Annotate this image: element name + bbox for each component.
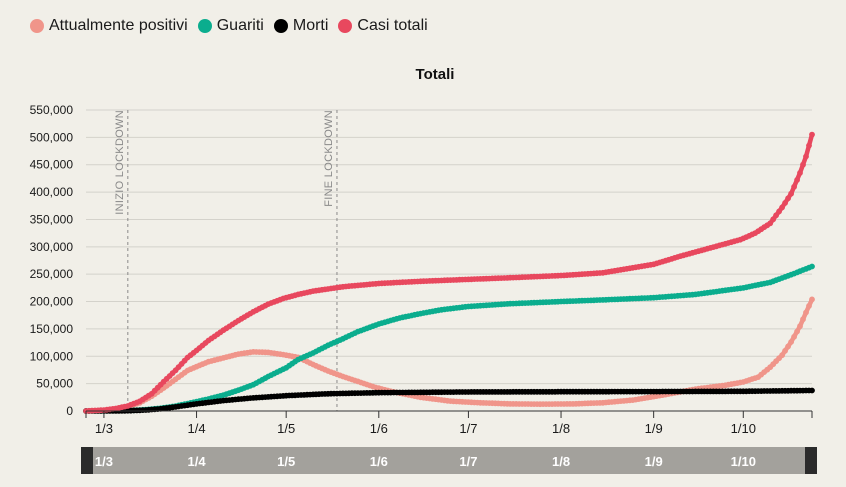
data-point [788,339,794,345]
legend-dot-icon [273,19,288,33]
navigator-label: 1/9 [645,454,663,469]
data-point [803,309,809,316]
navigator-handle-left[interactable] [81,447,93,474]
navigator-label: 1/7 [459,454,477,469]
navigator-label: 1/10 [731,454,756,469]
legend-dot-icon [30,19,44,33]
legend-item-morti[interactable]: Morti [273,17,329,35]
data-point [809,131,815,138]
y-tick-label: 50,000 [36,377,73,391]
y-axis: 0 50,000 100,000 150,000 200,000 250,000 300,0… [30,103,74,418]
x-tick-label: 1/10 [731,421,756,436]
y-tick-label: 200,000 [30,295,74,309]
data-point [809,296,815,303]
navigator-handle-right[interactable] [805,447,817,474]
y-tick-label: 150,000 [30,322,74,336]
data-point [794,177,800,183]
legend-dot-icon [197,19,212,33]
legend-item-attualmente-positivi[interactable]: Attualmente positivi [30,17,188,35]
y-tick-label: 100,000 [30,349,74,363]
x-tick-label: 1/3 [95,421,113,436]
y-tick-label: 0 [66,404,73,418]
y-tick-label: 500,000 [30,130,74,144]
data-point [788,190,794,197]
legend-label: Morti [292,17,329,34]
navigator-label: 1/5 [277,454,295,469]
data-point [791,333,797,340]
y-tick-label: 550,000 [30,103,74,117]
legend-dot-icon [338,19,353,33]
data-point [779,352,785,359]
y-tick-label: 450,000 [30,158,74,172]
legend-label: Guariti [216,17,264,34]
y-tick-label: 300,000 [30,240,74,254]
legend-label: Attualmente positivi [49,17,188,34]
navigator-track [81,447,817,474]
data-point [779,204,785,211]
data-point [803,153,809,160]
data-point [800,161,806,168]
chart-title: Totali [416,66,455,83]
data-point [806,303,812,309]
data-point [809,263,815,270]
data-point [791,183,797,190]
lockdown-label: FINE LOCKDOWN [323,110,335,207]
data-point [797,323,803,330]
x-axis: 1/3 1/4 1/5 1/6 1/7 1/8 1/9 1/10 [85,410,813,436]
series-layer [83,131,815,414]
x-tick-label: 1/5 [277,421,295,436]
navigator-label: 1/8 [552,454,570,469]
data-point [809,387,815,394]
range-navigator[interactable]: 1/3 1/4 1/5 1/6 1/7 1/8 1/9 1/10 [81,447,817,474]
x-tick-label: 1/7 [459,421,477,436]
series-morti [83,387,815,414]
data-point [794,328,800,335]
legend-label: Casi totali [357,17,428,34]
data-point [785,195,791,202]
annotations: INIZIO LOCKDOWN FINE LOCKDOWN [114,110,338,411]
navigator-label: 1/3 [95,454,113,469]
series-casi-totali [83,131,815,414]
legend-item-casi-totali[interactable]: Casi totali [338,17,428,35]
y-tick-label: 250,000 [30,267,74,281]
lockdown-label: INIZIO LOCKDOWN [114,110,126,215]
data-point [806,142,812,149]
data-point [767,220,774,227]
legend-item-guariti[interactable]: Guariti [197,17,264,35]
data-point [782,200,788,206]
x-tick-label: 1/6 [370,421,388,436]
data-point [785,343,791,350]
data-point [782,347,788,354]
data-point [797,170,803,176]
data-point [776,208,782,215]
y-tick-label: 400,000 [30,185,74,199]
navigator-label: 1/6 [370,454,388,469]
data-point [770,216,777,223]
x-tick-label: 1/4 [188,421,206,436]
chart-legend: Attualmente positivi Guariti Morti Casi … [30,14,438,38]
navigator-label: 1/4 [188,454,207,469]
x-tick-label: 1/8 [552,421,570,436]
data-point [800,316,806,323]
x-tick-label: 1/9 [645,421,663,436]
y-tick-label: 350,000 [30,212,74,226]
